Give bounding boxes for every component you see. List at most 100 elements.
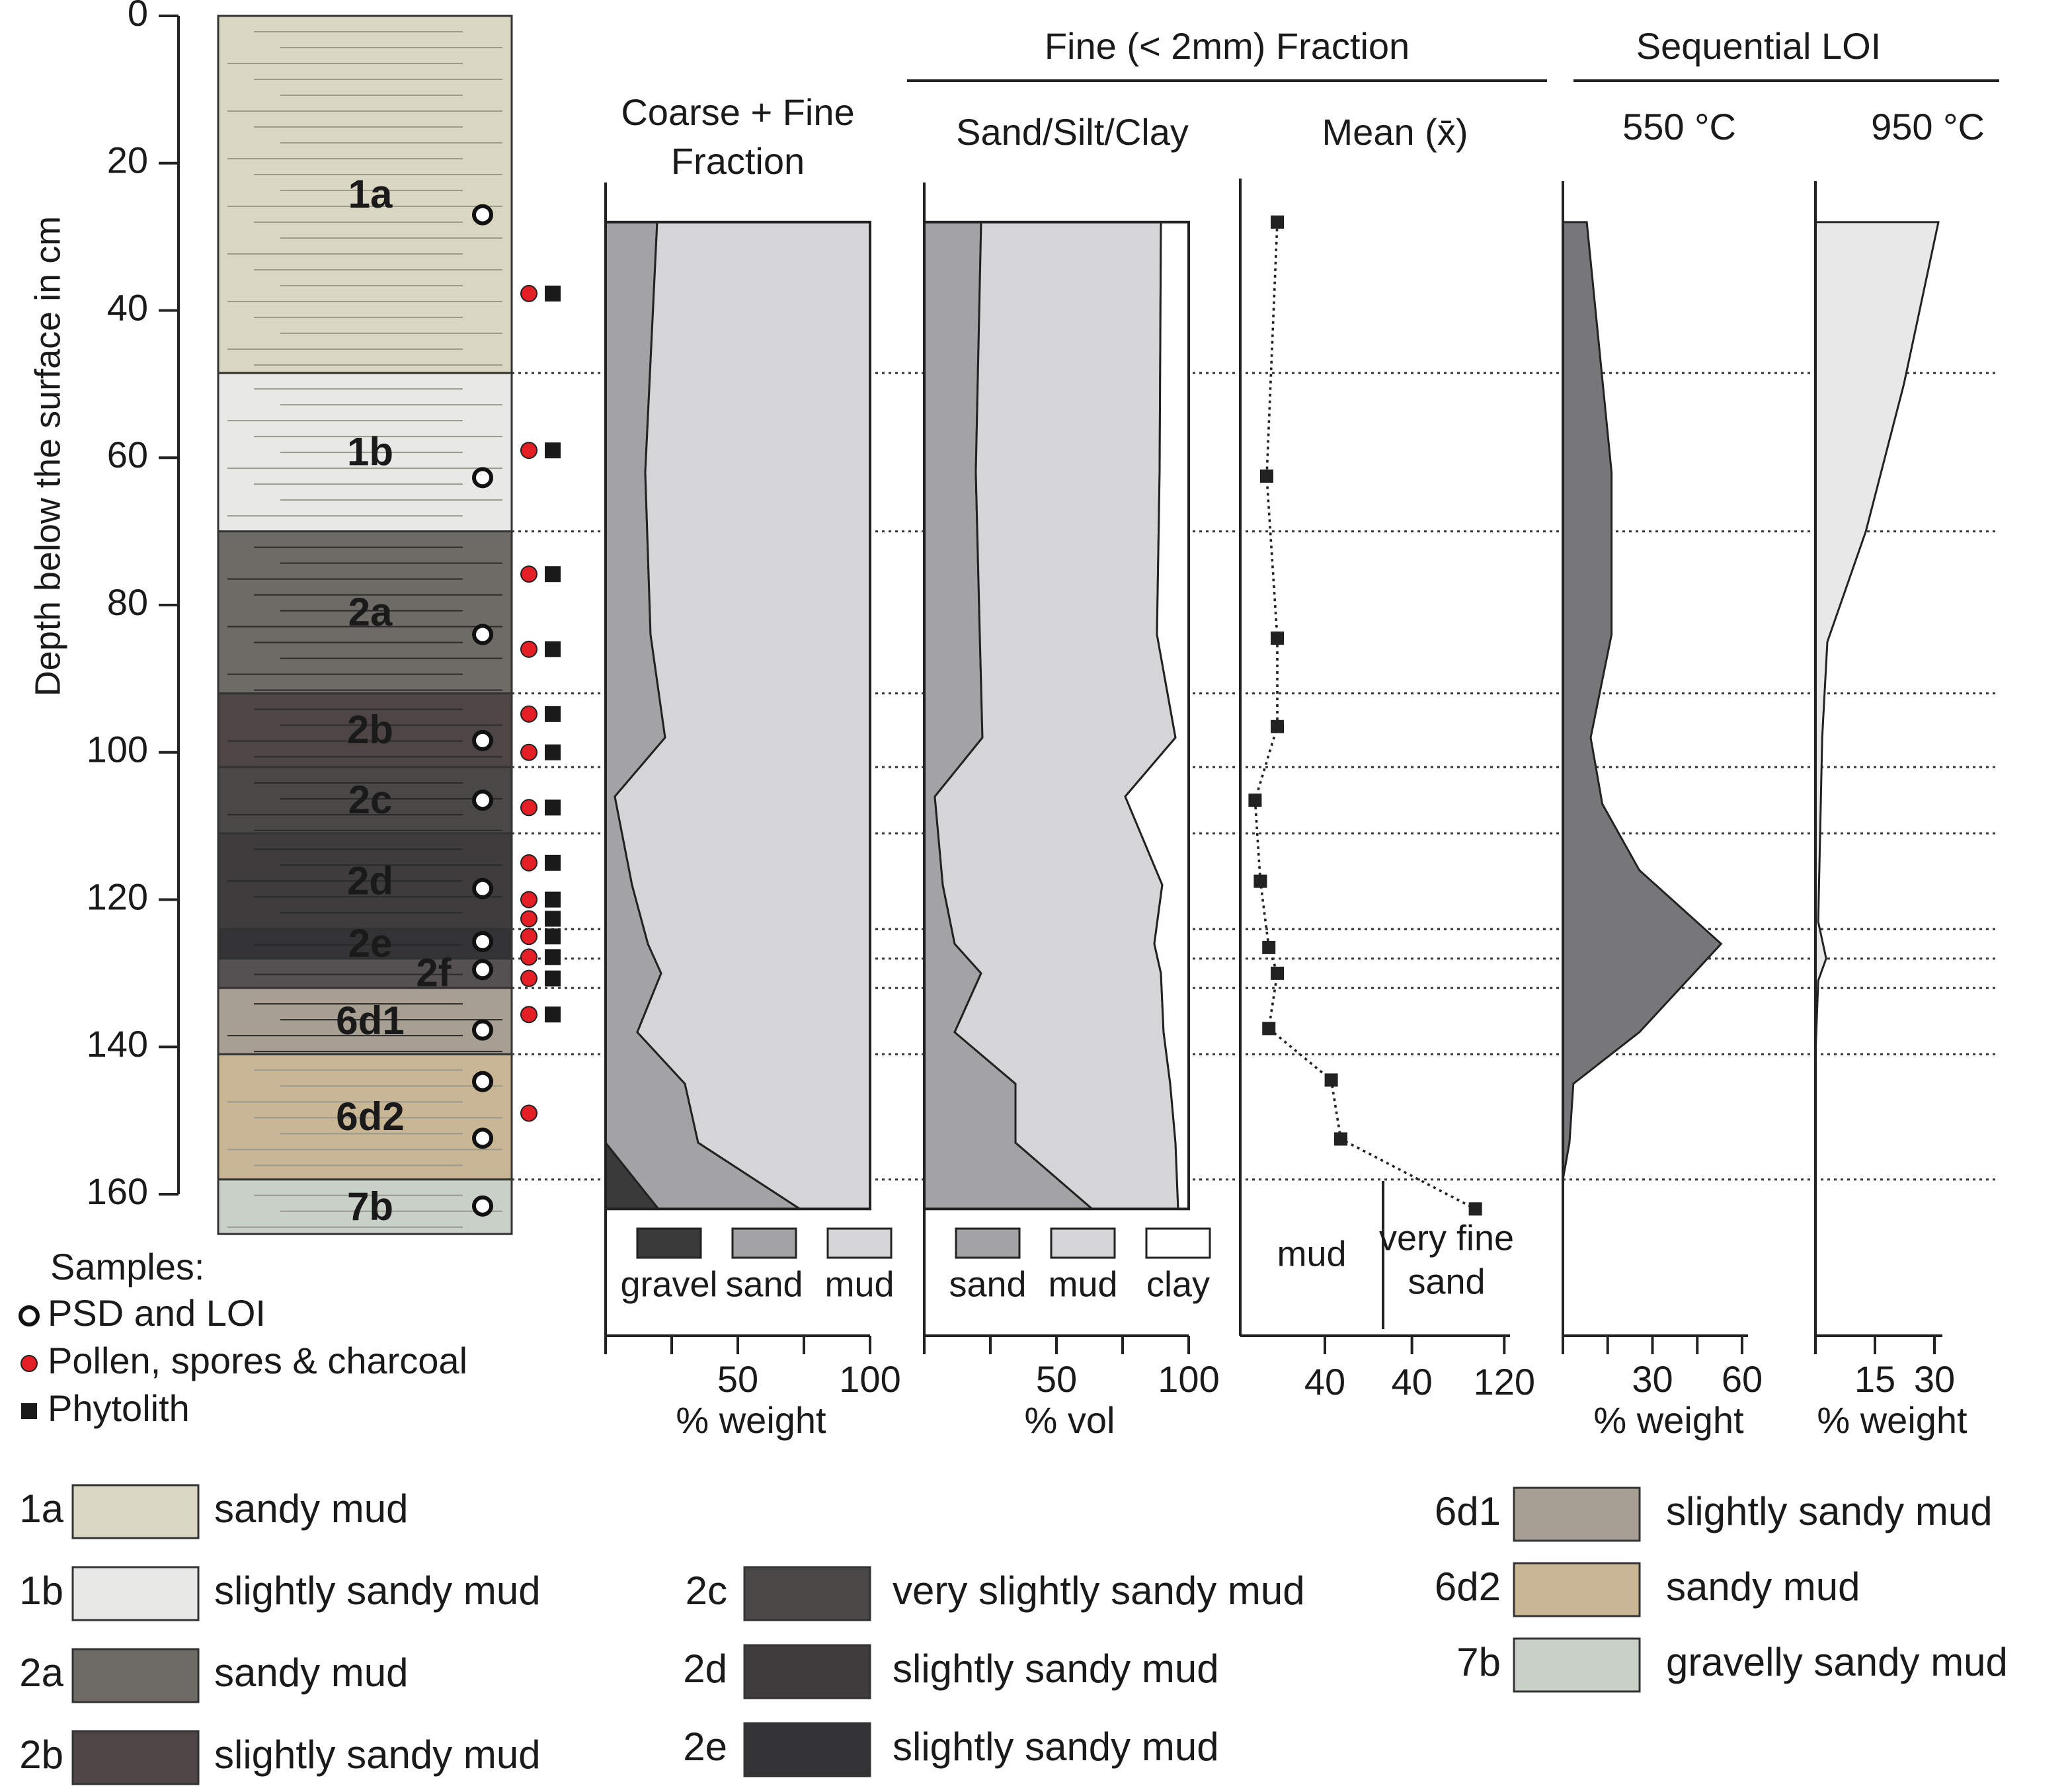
y-tick-label: 140: [87, 1023, 148, 1065]
panel-title: 550 °C: [1622, 106, 1736, 147]
legend-swatch: [1513, 1487, 1641, 1542]
legend-layer-id: 2c: [686, 1568, 727, 1613]
sample-marker: [545, 744, 561, 760]
sample-marker: [545, 911, 561, 927]
legend-label: sand: [725, 1264, 803, 1304]
mean-point: [1253, 874, 1267, 888]
mean-point: [1334, 1132, 1347, 1146]
sample-marker: [520, 743, 537, 761]
layer: [217, 766, 513, 835]
legend-label: mud: [824, 1264, 894, 1304]
mean-point: [1324, 1073, 1338, 1087]
sample-marker: [472, 930, 493, 952]
sample-marker: [520, 1104, 537, 1122]
y-tick-label: 60: [107, 434, 148, 475]
panel-title: Coarse + Fine: [621, 91, 854, 133]
sample-marker: [520, 910, 537, 928]
legend-swatch: [1513, 1562, 1641, 1617]
sample-marker: [520, 565, 537, 583]
layer: [217, 530, 513, 695]
sample-marker: [520, 284, 537, 302]
sample-marker: [472, 204, 493, 225]
sample-marker: [472, 624, 493, 645]
legend-label: PSD and LOI: [48, 1292, 266, 1334]
x-tick-label: 120: [1474, 1361, 1535, 1403]
layer-label: 1a: [348, 172, 393, 216]
legend-swatch: [1145, 1227, 1211, 1259]
sample-marker: [545, 442, 561, 459]
panel-title: Mean (x̄): [1322, 111, 1468, 153]
panel-title: Sand/Silt/Clay: [956, 111, 1189, 153]
legend-layer-id: 1a: [19, 1487, 63, 1531]
legend-description: slightly sandy mud: [214, 1732, 541, 1777]
x-tick-label: 30: [1914, 1358, 1955, 1400]
legend-description: sandy mud: [1666, 1565, 1860, 1609]
legend-layer-id: 1b: [19, 1568, 63, 1613]
legend-marker: [19, 1305, 40, 1326]
layer-label: 2a: [348, 590, 393, 634]
legend-swatch: [743, 1566, 871, 1621]
sample-marker: [545, 799, 561, 816]
section-label: mud: [1277, 1234, 1346, 1274]
legend-swatch: [826, 1227, 893, 1259]
x-tick-label: 100: [839, 1358, 900, 1400]
mean-point: [1271, 631, 1284, 645]
sample-marker: [545, 949, 561, 965]
x-tick-label: 60: [1722, 1358, 1763, 1400]
legend-swatch: [1513, 1637, 1641, 1693]
sample-marker: [520, 1006, 537, 1024]
sample-marker: [520, 799, 537, 817]
layer-label: 2c: [348, 778, 393, 822]
mean-point: [1271, 719, 1284, 733]
legend-description: very slightly sandy mud: [893, 1568, 1305, 1613]
legend-label: clay: [1146, 1264, 1210, 1304]
sample-marker: [520, 969, 537, 987]
legend-swatch: [743, 1644, 871, 1699]
sample-marker: [520, 854, 537, 872]
sample-marker: [472, 467, 493, 489]
panel-title: 950 °C: [1871, 106, 1985, 147]
legend-swatch: [71, 1648, 200, 1703]
x-tick-label: 40: [1304, 1361, 1345, 1403]
layer-label: 2b: [347, 708, 393, 752]
legend-layer-id: 2a: [19, 1650, 63, 1695]
sample-marker: [545, 1006, 561, 1023]
sample-marker: [545, 891, 561, 908]
legend-swatch: [71, 1566, 200, 1621]
y-tick-label: 120: [87, 876, 148, 917]
sample-marker: [472, 1195, 493, 1217]
legend-swatch: [731, 1227, 797, 1259]
y-tick-label: 20: [107, 140, 148, 181]
sample-marker: [520, 928, 537, 946]
layer-label: 1b: [347, 430, 393, 474]
x-tick-label: 30: [1632, 1358, 1673, 1400]
layer: [217, 987, 513, 1055]
mean-point: [1271, 215, 1284, 229]
legend-swatch: [1050, 1227, 1116, 1259]
layer: [217, 928, 513, 960]
legend-description: sandy mud: [214, 1650, 409, 1695]
legend-marker: [20, 1355, 38, 1372]
legend-swatch: [636, 1227, 702, 1259]
legend-description: slightly sandy mud: [214, 1568, 541, 1613]
x-axis-label: % vol: [1025, 1399, 1115, 1441]
legend-layer-id: 2b: [19, 1732, 63, 1777]
y-tick-label: 0: [128, 0, 148, 34]
x-tick-label: 40: [1391, 1361, 1432, 1403]
layer-label: 7b: [347, 1184, 393, 1229]
sample-marker: [520, 705, 537, 723]
group-title: Fine (< 2mm) Fraction: [1045, 25, 1410, 67]
sample-marker: [472, 1127, 493, 1149]
layer: [217, 1178, 513, 1235]
y-tick-label: 80: [107, 581, 148, 623]
sample-marker: [472, 1071, 493, 1092]
y-tick-label: 100: [87, 729, 148, 770]
x-axis-label: % weight: [1593, 1399, 1744, 1441]
mean-point: [1271, 966, 1284, 980]
legend-layer-id: 2e: [683, 1725, 727, 1769]
x-axis-label: % weight: [1817, 1399, 1968, 1441]
legend-swatch: [71, 1484, 200, 1539]
sample-marker: [545, 285, 561, 302]
sample-marker: [545, 854, 561, 871]
